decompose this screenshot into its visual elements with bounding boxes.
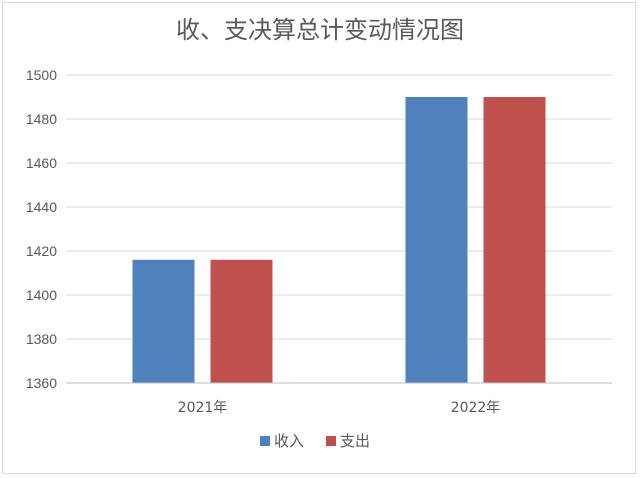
legend: 收入 支出 [260, 432, 370, 450]
y-tick-label: 1460 [26, 155, 57, 171]
y-tick-label: 1400 [26, 287, 57, 303]
x-category-label: 2021年 [178, 400, 228, 416]
x-category-label: 2022年 [451, 400, 501, 416]
legend-swatch [260, 436, 270, 446]
y-tick-label: 1440 [26, 199, 57, 215]
chart-title: 收、支决算总计变动情况图 [176, 16, 464, 44]
y-tick-label: 1480 [26, 111, 57, 127]
y-tick-label: 1380 [26, 331, 57, 347]
legend-label: 收入 [274, 432, 304, 450]
y-axis-tick-labels: 1360 1380 1400 1420 1440 1460 1480 1500 [26, 67, 57, 391]
bar-expense [483, 97, 546, 383]
legend-label: 支出 [340, 432, 370, 450]
bar-income [132, 259, 195, 383]
x-axis: 2021年 2022年 [66, 382, 612, 416]
legend-swatch [326, 436, 336, 446]
y-tick-label: 1500 [26, 67, 57, 83]
bar-income [405, 97, 468, 383]
y-tick-label: 1360 [26, 375, 57, 391]
y-tick-label: 1420 [26, 243, 57, 259]
bars [132, 97, 546, 383]
bar-expense [210, 259, 273, 383]
